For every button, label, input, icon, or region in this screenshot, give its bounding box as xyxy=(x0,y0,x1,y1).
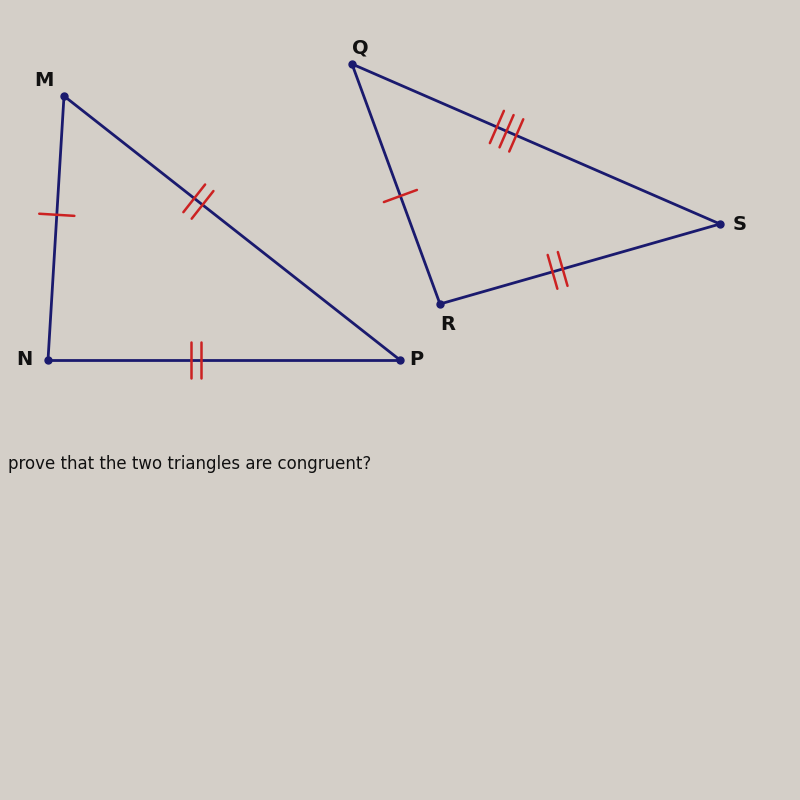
Text: S: S xyxy=(733,214,747,234)
Text: Q: Q xyxy=(352,38,368,58)
Text: R: R xyxy=(441,314,455,334)
Text: N: N xyxy=(16,350,32,370)
Text: prove that the two triangles are congruent?: prove that the two triangles are congrue… xyxy=(8,455,371,473)
Text: P: P xyxy=(409,350,423,370)
Text: M: M xyxy=(34,70,54,90)
